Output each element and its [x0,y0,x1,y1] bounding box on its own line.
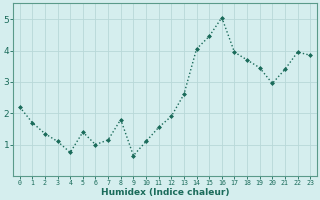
X-axis label: Humidex (Indice chaleur): Humidex (Indice chaleur) [101,188,229,197]
